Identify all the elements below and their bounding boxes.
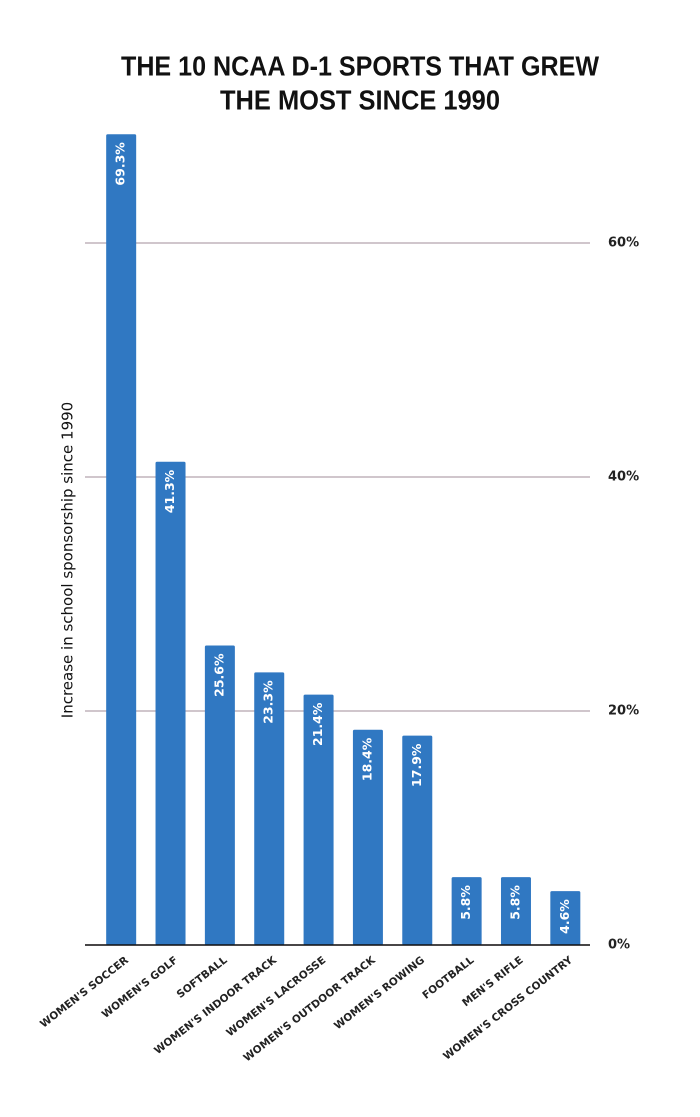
bar — [451, 877, 482, 945]
bar — [550, 891, 581, 945]
value-label: 18.4% — [359, 737, 374, 781]
value-label: 5.8% — [458, 885, 473, 920]
x-tick-label: WOMEN'S SOCCER — [38, 954, 131, 1030]
x-tick-label: WOMEN'S ROWING — [332, 954, 427, 1032]
y-axis-label: Increase in school sponsorship since 199… — [59, 402, 77, 718]
y-tick-label: 60% — [608, 236, 639, 251]
value-label: 69.3% — [113, 142, 128, 186]
chart-title: THE MOST SINCE 1990 — [220, 84, 500, 115]
value-label: 21.4% — [310, 702, 325, 746]
bar — [500, 877, 531, 945]
value-label: 25.6% — [211, 653, 226, 697]
chart-title: THE 10 NCAA D-1 SPORTS THAT GREW — [121, 50, 600, 81]
y-tick-label: 40% — [608, 470, 639, 485]
bar — [106, 134, 137, 945]
bar — [204, 645, 235, 945]
bar — [303, 694, 334, 945]
value-label: 41.3% — [162, 469, 177, 513]
y-tick-label: 0% — [608, 938, 630, 953]
y-tick-label: 20% — [608, 704, 639, 719]
value-label: 17.9% — [409, 743, 424, 787]
bar — [352, 729, 383, 945]
value-label: 4.6% — [557, 899, 572, 934]
bar — [254, 672, 285, 945]
bar — [155, 461, 186, 945]
value-label: 23.3% — [261, 680, 276, 724]
value-label: 5.8% — [507, 885, 522, 920]
bar — [402, 735, 433, 945]
